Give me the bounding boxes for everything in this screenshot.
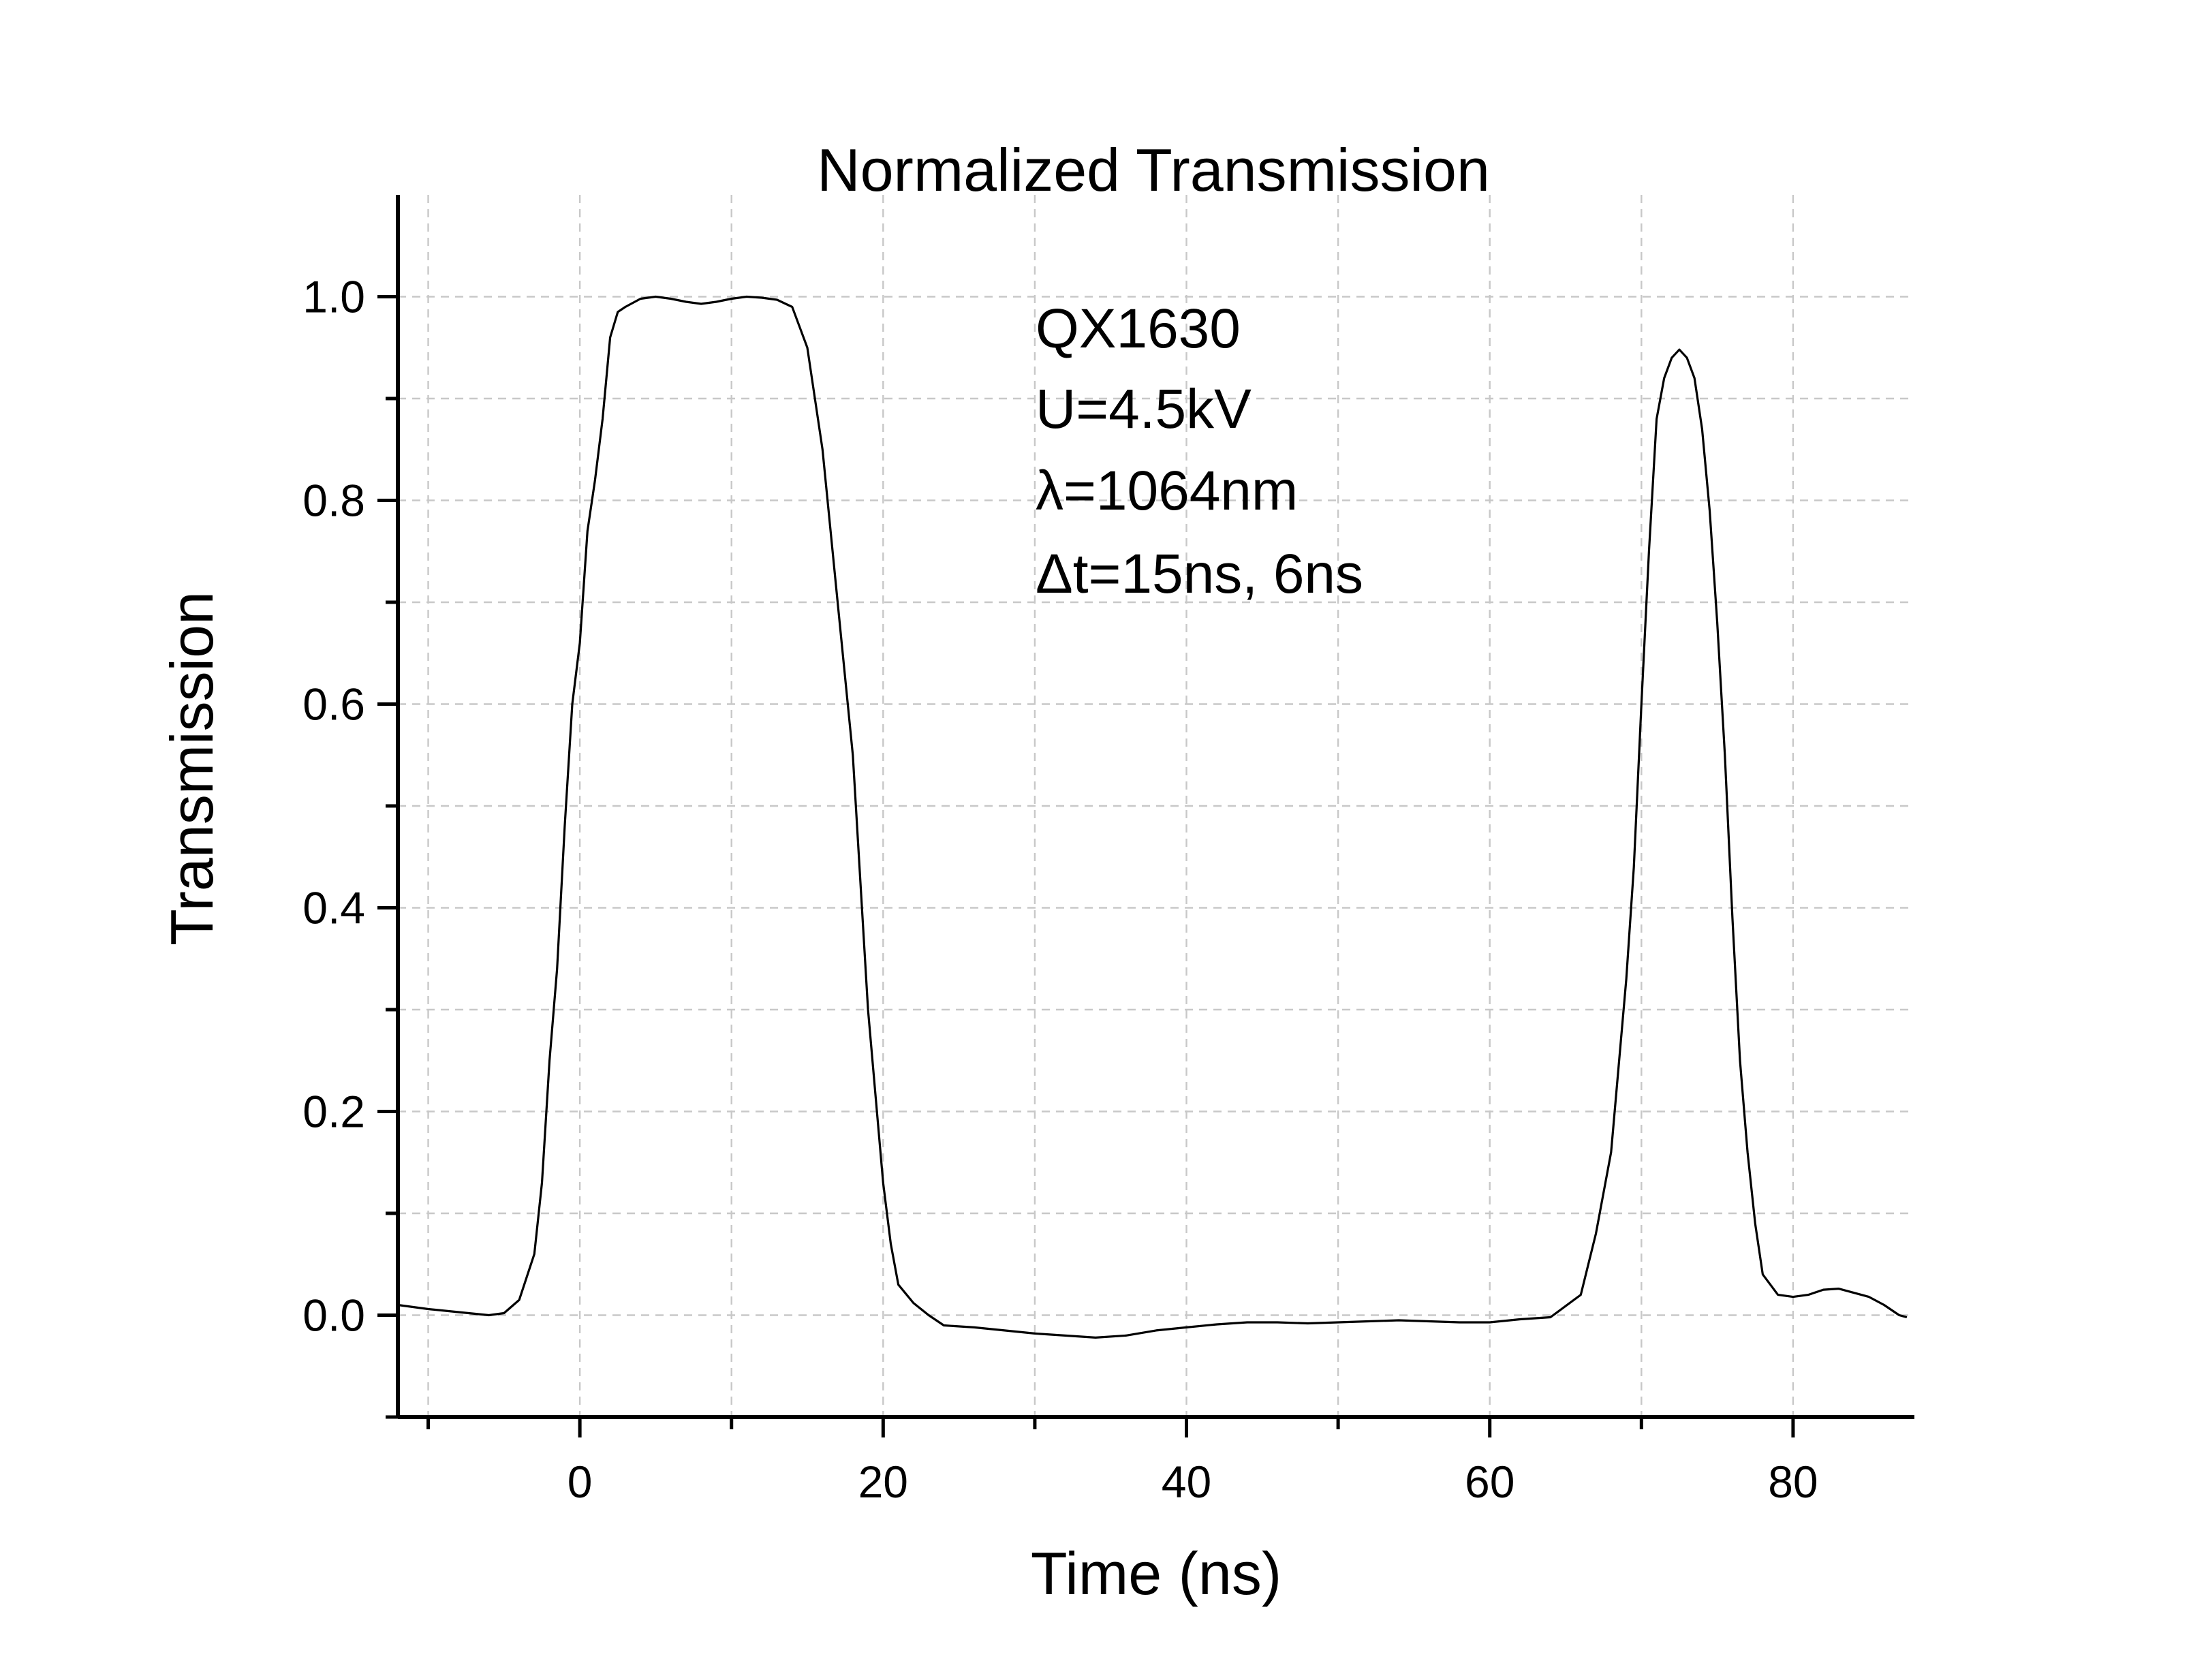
annotation-voltage: U=4.5kV [1036,378,1252,440]
annotation-block: QX1630 U=4.5kV λ=1064nm Δt=15ns, 6ns [1036,298,1363,605]
y-tick-label: 0.0 [302,1290,365,1341]
y-tick-label: 0.8 [302,476,365,526]
annotation-pulse-width: Δt=15ns, 6ns [1036,543,1363,605]
annotation-wavelength: λ=1064nm [1036,460,1298,522]
tick-labels: 0 20 40 60 80 0.0 0.2 0.4 0.6 0.8 1.0 [302,272,1818,1508]
grid [398,195,1914,1417]
y-tick-label: 0.6 [302,679,365,730]
y-axis-label: Transmission [158,591,226,946]
chart-title: Normalized Transmission [817,136,1490,204]
x-tick-label: 80 [1768,1457,1818,1507]
x-axis-label: Time (ns) [1031,1540,1281,1607]
ticks [377,295,1795,1437]
plot-area [397,295,1908,1339]
x-tick-label: 0 [568,1457,593,1507]
x-tick-label: 60 [1465,1457,1514,1507]
y-tick-label: 0.4 [302,883,365,933]
y-tick-label: 0.2 [302,1087,365,1137]
transmission-series-line [397,295,1908,1339]
x-tick-label: 20 [858,1457,908,1507]
x-tick-label: 40 [1162,1457,1211,1507]
y-tick-label: 1.0 [302,272,365,322]
annotation-model: QX1630 [1036,298,1241,360]
